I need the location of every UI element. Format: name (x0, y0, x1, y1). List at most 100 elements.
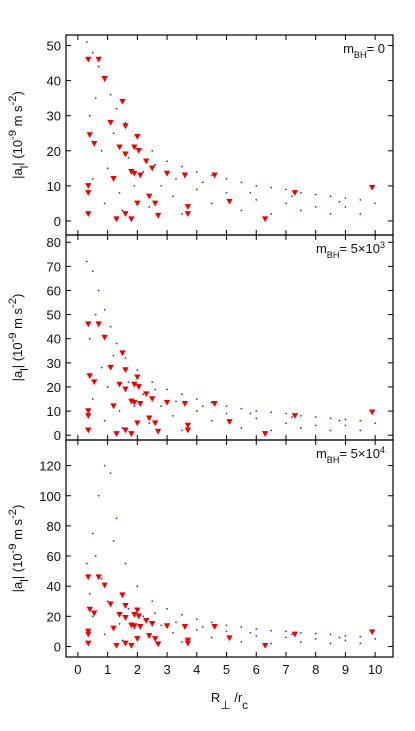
triangle-point (95, 56, 102, 63)
label-part: ) (10, 294, 25, 298)
triangle-point (134, 636, 141, 642)
y-tick-label: 100 (39, 489, 61, 504)
dot-point (160, 405, 163, 408)
dot-point (329, 642, 332, 645)
triangle-point (131, 170, 138, 177)
dot-point (210, 419, 213, 422)
dot-point (181, 641, 183, 643)
dot-point (255, 410, 258, 412)
triangle-point (291, 631, 299, 638)
dot-point (91, 398, 94, 400)
dot-point (118, 191, 121, 194)
label-part: 4 (380, 445, 385, 455)
dot-point (115, 107, 118, 110)
triangle-point (163, 170, 171, 177)
dot-point (285, 412, 287, 415)
dot-point (329, 417, 332, 420)
y-tick-label: 0 (54, 639, 61, 654)
triangle-point (135, 147, 143, 154)
triangle-point (116, 612, 123, 618)
dot-point (329, 195, 332, 198)
triangle-point (134, 420, 141, 427)
dot-point (109, 472, 112, 475)
dot-point (88, 114, 91, 117)
y-tick-label: 80 (47, 235, 61, 250)
y-tick-label: 120 (39, 459, 61, 474)
triangle-point (134, 374, 141, 381)
dot-point (195, 410, 198, 412)
dot-point (314, 206, 317, 208)
y-tick-label: 60 (47, 549, 61, 564)
triangle-point (154, 212, 162, 219)
dot-point (94, 313, 97, 316)
x-tick-label: 5 (223, 662, 230, 677)
triangle-point (85, 321, 92, 328)
triangle-point (85, 183, 92, 189)
dot-point (270, 642, 273, 645)
y-tick-label: 40 (47, 74, 61, 89)
dot-point (240, 407, 243, 410)
triangle-point (91, 379, 98, 386)
dot-point (285, 630, 287, 633)
dot-point (285, 202, 287, 205)
triangle-point (184, 640, 192, 647)
triangle-point (261, 431, 269, 437)
triangle-point (85, 56, 92, 63)
dot-point (240, 625, 243, 628)
triangle-point (85, 640, 92, 647)
dot-point (100, 149, 103, 152)
label-part: -2 (7, 509, 19, 519)
label-part: = 5×10 (339, 241, 380, 256)
triangle-point (134, 607, 141, 614)
dot-point (344, 418, 347, 421)
triangle-point (86, 606, 93, 613)
dot-point (166, 160, 168, 163)
dot-point (106, 167, 109, 170)
triangle-point (85, 190, 92, 196)
dot-point (240, 427, 243, 429)
label-part: | (10 (10, 140, 25, 166)
dot-point (299, 414, 302, 417)
triangle-point (91, 610, 98, 617)
dot-point (109, 325, 112, 328)
triangle-point (211, 172, 218, 179)
x-tick-label: 9 (342, 662, 349, 677)
triangle-point (119, 592, 126, 599)
dot-point (374, 638, 377, 640)
dot-point (359, 199, 362, 201)
triangle-point (368, 629, 376, 636)
y-tick-label: 30 (47, 356, 61, 371)
dot-point (270, 213, 273, 215)
triangle-point (181, 624, 189, 630)
dot-point (127, 381, 130, 384)
dot-point (172, 414, 174, 417)
label-part: /r (231, 690, 243, 705)
dot-point (148, 206, 151, 208)
triangle-point (184, 211, 192, 217)
label-part: m (316, 446, 327, 461)
triangle-point (181, 401, 189, 407)
label-part: BH (327, 250, 340, 260)
dot-point (166, 607, 168, 610)
triangle-point (184, 422, 192, 429)
dot-point (338, 200, 341, 203)
triangle-point (163, 399, 171, 406)
dot-point (85, 562, 88, 565)
dot-point (112, 354, 115, 357)
triangle-point (131, 381, 138, 388)
dot-point (210, 621, 213, 624)
label-part: l (19, 166, 31, 169)
label-part: -2 (7, 298, 19, 308)
triangle-point (146, 415, 153, 422)
triangle-point (122, 615, 129, 621)
triangle-point (135, 613, 143, 620)
dot-point (314, 416, 317, 418)
triangle-point (291, 190, 299, 196)
dot-point (225, 412, 228, 415)
annotation: mBH= 5×104 (316, 445, 385, 465)
y-tick-label: 60 (47, 283, 61, 298)
triangle-point (261, 642, 269, 649)
dot-point (329, 633, 332, 636)
label-part: |a (10, 581, 25, 592)
dot-point (195, 188, 198, 191)
